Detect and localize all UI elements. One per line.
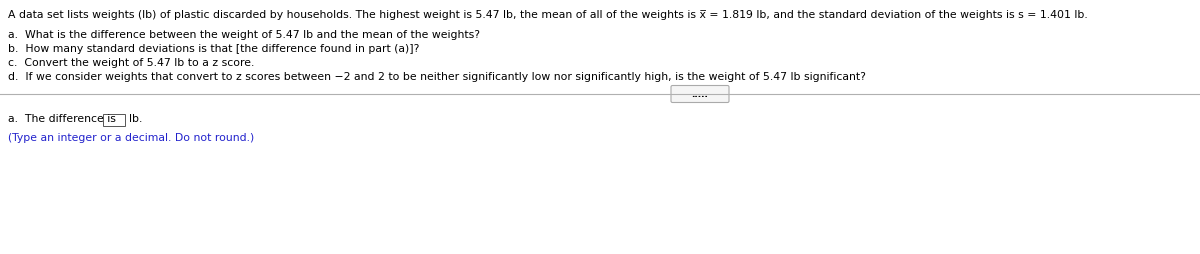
Text: (Type an integer or a decimal. Do not round.): (Type an integer or a decimal. Do not ro… <box>8 133 254 142</box>
Text: a.  What is the difference between the weight of 5.47 lb and the mean of the wei: a. What is the difference between the we… <box>8 30 480 40</box>
Text: c.  Convert the weight of 5.47 lb to a z score.: c. Convert the weight of 5.47 lb to a z … <box>8 58 254 68</box>
Bar <box>103 115 125 126</box>
Text: a.  The difference is: a. The difference is <box>8 114 119 123</box>
Text: lb.: lb. <box>128 114 142 123</box>
FancyBboxPatch shape <box>671 86 730 103</box>
Text: .....: ..... <box>691 90 708 99</box>
Text: b.  How many standard deviations is that [the difference found in part (a)]?: b. How many standard deviations is that … <box>8 44 419 54</box>
Text: A data set lists weights (lb) of plastic discarded by households. The highest we: A data set lists weights (lb) of plastic… <box>8 10 1087 20</box>
Text: d.  If we consider weights that convert to z scores between −2 and 2 to be neith: d. If we consider weights that convert t… <box>8 72 866 82</box>
